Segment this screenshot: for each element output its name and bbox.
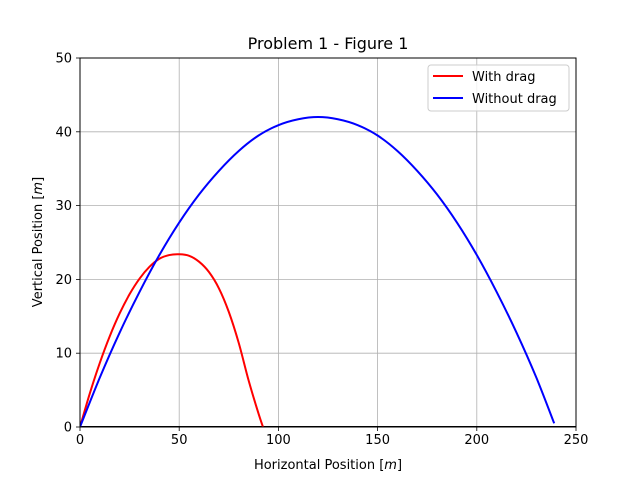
y-tick-label: 10 (55, 347, 72, 362)
y-tick-label: 40 (55, 125, 72, 140)
x-tick-label: 250 (564, 433, 589, 448)
y-tick-label: 30 (55, 199, 72, 214)
y-tick-label: 0 (64, 421, 72, 436)
x-tick-label: 0 (76, 433, 84, 448)
plot-frame (79, 57, 577, 428)
legend: With drag Without drag (427, 64, 570, 112)
series-line-without-drag (80, 116, 556, 427)
legend-label-without-drag: Without drag (472, 92, 557, 107)
legend-box (427, 64, 570, 112)
axis-ticks: 0 50 100 150 200 250 0 10 20 30 40 50 (55, 52, 588, 449)
x-axis-label: Horizontal Position [m] (254, 458, 402, 473)
legend-label-with-drag: With drag (472, 70, 535, 85)
x-tick-label: 150 (365, 433, 390, 448)
x-tick-label: 100 (266, 433, 291, 448)
y-tick-label: 20 (55, 273, 72, 288)
y-axis-label: Vertical Position [m] (31, 177, 46, 307)
x-tick-label: 200 (464, 433, 489, 448)
x-tick-label: 50 (171, 433, 188, 448)
plot-lines (80, 116, 576, 427)
chart-title: Problem 1 - Figure 1 (248, 34, 409, 53)
grid-lines (79, 57, 577, 428)
series-line-with-drag (80, 253, 265, 427)
y-tick-label: 50 (55, 52, 72, 67)
